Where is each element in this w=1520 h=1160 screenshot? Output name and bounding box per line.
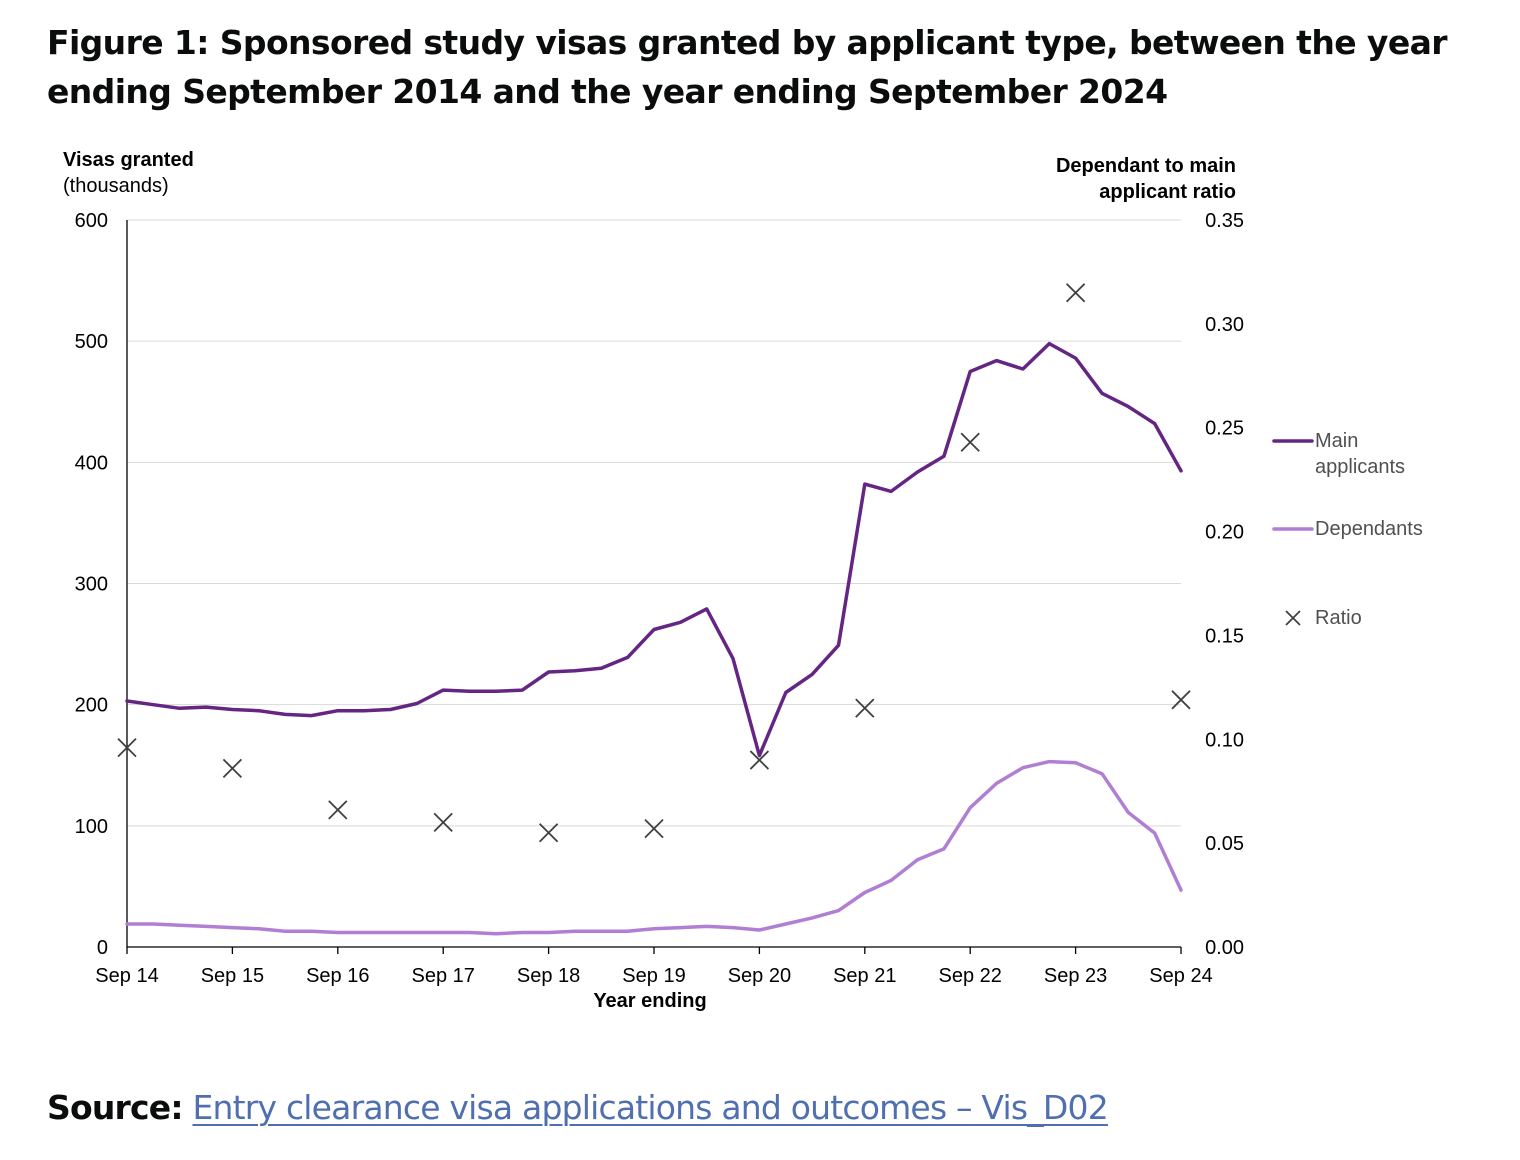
ratio-marker-stroke <box>855 698 875 718</box>
ratio-marker <box>1065 283 1086 303</box>
legend-item-ratio: Ratio <box>1285 607 1362 629</box>
main-applicants-line <box>125 341 1183 758</box>
y-tick-label: 100 <box>75 816 108 838</box>
ratio-marker-stroke <box>749 750 770 770</box>
x-tick-label: Sep 20 <box>728 965 791 987</box>
y-tick-label: 300 <box>75 574 108 596</box>
x-tick-label: Sep 14 <box>95 965 158 987</box>
ratio-marker-stroke <box>1285 610 1301 626</box>
legend-item-main-applicants: Main applicants <box>1272 430 1405 478</box>
source-line: Source: Entry clearance visa application… <box>47 1088 1109 1127</box>
ratio-marker-stroke <box>538 823 559 843</box>
y-tick-label: 0 <box>97 937 108 959</box>
ratio-marker-stroke <box>960 432 980 452</box>
y-axis-title: Visas granted <box>63 149 194 171</box>
legend: Main applicants Dependants Ratio <box>1272 430 1423 629</box>
y2-tick-label: 0.15 <box>1205 625 1244 647</box>
x-tick-label: Sep 22 <box>939 965 1002 987</box>
ratio-marker-stroke <box>328 800 348 820</box>
ratio-marker <box>433 812 453 833</box>
y2-tick-label: 0.05 <box>1205 833 1244 855</box>
ratio-marker-stroke <box>1171 690 1191 710</box>
legend-swatch-ratio-cross-icon <box>1285 610 1301 626</box>
dependants-line <box>125 759 1183 936</box>
ratio-marker <box>538 823 559 843</box>
ratio-marker <box>117 737 137 758</box>
legend-label-ratio: Ratio <box>1315 607 1362 629</box>
x-tick-label: Sep 17 <box>412 965 475 987</box>
source-label: Source: <box>47 1088 184 1127</box>
x-tick-label: Sep 24 <box>1149 965 1212 987</box>
x-axis-title: Year ending <box>593 990 706 1012</box>
y-tick-label: 200 <box>75 695 108 717</box>
x-tick-label: Sep 19 <box>622 965 685 987</box>
y2-tick-label: 0.25 <box>1205 418 1244 440</box>
ratio-marker <box>855 698 875 718</box>
legend-cross-icon <box>1285 610 1301 626</box>
ratio-marker <box>960 432 980 452</box>
x-tick-label: Sep 23 <box>1044 965 1107 987</box>
series <box>117 283 1191 936</box>
axes <box>126 220 1182 954</box>
ratio-marker-stroke <box>117 737 137 758</box>
y-tick-label: 500 <box>75 331 108 353</box>
x-tick-label: Sep 18 <box>517 965 580 987</box>
x-tick-label: Sep 15 <box>201 965 264 987</box>
legend-label-main-applicants-line1: Main <box>1315 430 1358 452</box>
source-link[interactable]: Entry clearance visa applications and ou… <box>192 1088 1108 1127</box>
gridlines <box>127 219 1181 827</box>
figure-title: Figure 1: Sponsored study visas granted … <box>47 23 1448 111</box>
ratio-marker-stroke <box>644 818 664 839</box>
y2-tick-label: 0.35 <box>1205 210 1244 232</box>
y2-tick-label: 0.20 <box>1205 522 1244 544</box>
ratio-marker <box>749 750 770 770</box>
legend-label-main-applicants-line2: applicants <box>1315 456 1405 478</box>
ratio-marker-stroke <box>433 812 453 833</box>
ratio-marker <box>328 800 348 820</box>
x-tick-label: Sep 21 <box>833 965 896 987</box>
ratio-marker <box>644 818 664 839</box>
ratio-marker <box>222 758 243 779</box>
tick-labels: 0 100 200 300 400 500 600 0.00 0.05 0.10 0.15 0.20 0… <box>75 210 1244 987</box>
y2-axis-title-line1: Dependant to main <box>1056 155 1236 177</box>
y2-tick-label: 0.30 <box>1205 314 1244 336</box>
y-axis-subtitle: (thousands) <box>63 175 169 197</box>
x-tick-label: Sep 16 <box>306 965 369 987</box>
legend-label-dependants: Dependants <box>1315 518 1423 540</box>
y2-tick-label: 0.00 <box>1205 937 1244 959</box>
ratio-marker <box>1171 690 1191 710</box>
ratio-marker-stroke <box>222 758 243 779</box>
y-tick-label: 400 <box>75 452 108 474</box>
y2-axis-title-line2: applicant ratio <box>1099 181 1236 203</box>
y-tick-label: 600 <box>75 210 108 232</box>
y2-tick-label: 0.10 <box>1205 729 1244 751</box>
legend-item-dependants: Dependants <box>1272 518 1423 540</box>
ratio-marker-stroke <box>1065 283 1086 303</box>
